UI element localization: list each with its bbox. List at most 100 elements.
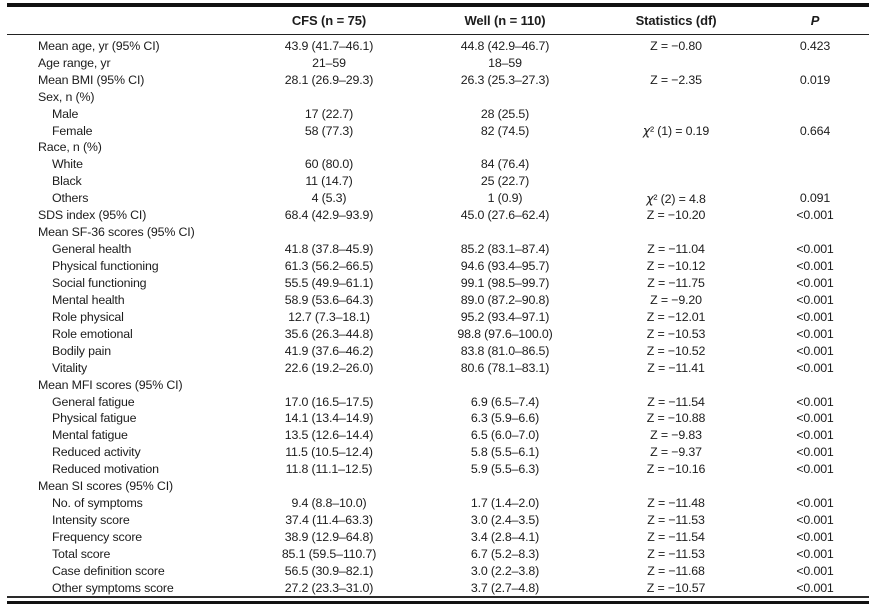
statistic-value: Z = −10.16 bbox=[646, 462, 706, 477]
statistic-value: Z = −10.52 bbox=[646, 343, 706, 358]
row-label: Case definition score bbox=[52, 563, 165, 578]
row-label: Mental fatigue bbox=[52, 428, 128, 443]
table-row: Mental health 58.9 (53.6–64.3) 89.0 (87.2–… bbox=[7, 291, 869, 308]
well-value: 80.6 (78.1–83.1) bbox=[460, 360, 550, 375]
cfs-value: 11.5 (10.5–12.4) bbox=[285, 445, 373, 460]
table-row: Role physical 12.7 (7.3–18.1) 95.2 (93.4–9… bbox=[7, 308, 869, 325]
statistic-value: Z = −11.41 bbox=[647, 360, 705, 375]
cfs-value: 37.4 (11.4–63.3) bbox=[285, 513, 373, 528]
well-value: 83.8 (81.0–86.5) bbox=[460, 343, 550, 358]
header-cfs-col: CFS (n = 75) bbox=[291, 13, 367, 28]
well-value: 18–59 bbox=[488, 55, 522, 70]
statistic-value: Z = −9.37 bbox=[650, 445, 702, 460]
table-row: Total score 85.1 (59.5–110.7) 6.7 (5.2–8.3… bbox=[7, 546, 869, 563]
p-value: <0.001 bbox=[796, 326, 834, 341]
well-value: 1.7 (1.4–2.0) bbox=[470, 496, 540, 511]
well-value: 94.6 (93.4–95.7) bbox=[460, 259, 550, 274]
well-value: 6.7 (5.2–8.3) bbox=[470, 546, 540, 561]
row-label: Role emotional bbox=[52, 326, 133, 341]
row-label: White bbox=[52, 157, 83, 172]
table-row: Female 58 (77.3) 82 (74.5) χ² (1) = 0.19 0.6… bbox=[7, 122, 869, 139]
row-label: Others bbox=[52, 191, 89, 206]
table-row: SDS index (95% CI) 68.4 (42.9–93.9) 45.0 (… bbox=[7, 207, 869, 224]
well-value: 3.0 (2.4–3.5) bbox=[470, 513, 540, 528]
cfs-value: 85.1 (59.5–110.7) bbox=[281, 546, 377, 561]
table-top-rule bbox=[7, 3, 869, 7]
table-row: Mean BMI (95% CI) 28.1 (26.9–29.3) 26.3 (2… bbox=[7, 71, 869, 88]
row-label: No. of symptoms bbox=[52, 496, 143, 511]
well-value: 95.2 (93.4–97.1) bbox=[460, 309, 550, 324]
statistic-value: Z = −2.35 bbox=[650, 72, 702, 87]
statistic-value: Z = −11.75 bbox=[647, 275, 705, 290]
table-row: No. of symptoms 9.4 (8.8–10.0) 1.7 (1.4–2.… bbox=[7, 495, 869, 512]
table-row: Mean SI scores (95% CI) bbox=[7, 478, 869, 495]
cfs-value: 17 (22.7) bbox=[304, 106, 354, 121]
p-value: <0.001 bbox=[796, 275, 834, 290]
table-header-row: CFS (n = 75) Well (n = 110) Statistics (… bbox=[7, 7, 869, 34]
table-bottom-thick-rule bbox=[7, 600, 869, 604]
p-value: 0.091 bbox=[799, 191, 831, 206]
table-row: Case definition score 56.5 (30.9–82.1) 3.0… bbox=[7, 562, 869, 579]
p-value: 0.423 bbox=[799, 38, 831, 53]
row-label: Mean SF-36 scores (95% CI) bbox=[38, 225, 195, 240]
cfs-value: 28.1 (26.9–29.3) bbox=[284, 72, 374, 87]
row-label: Female bbox=[52, 123, 93, 138]
p-value: <0.001 bbox=[796, 513, 834, 528]
cfs-value: 41.9 (37.6–46.2) bbox=[284, 343, 374, 358]
statistic-value: Z = −11.53 bbox=[647, 546, 705, 561]
table-row: Role emotional 35.6 (26.3–44.8) 98.8 (97.6… bbox=[7, 325, 869, 342]
row-label: Mean age, yr (95% CI) bbox=[38, 38, 160, 53]
p-value: <0.001 bbox=[796, 343, 834, 358]
row-label: General health bbox=[52, 242, 132, 257]
row-label: Social functioning bbox=[52, 275, 147, 290]
table-body: Mean age, yr (95% CI) 43.9 (41.7–46.1) 44.… bbox=[7, 35, 869, 596]
cfs-value: 11 (14.7) bbox=[305, 174, 353, 189]
well-value: 84 (76.4) bbox=[480, 157, 530, 172]
well-value: 99.1 (98.5–99.7) bbox=[460, 275, 550, 290]
statistic-value: Z = −10.88 bbox=[646, 411, 706, 426]
table-row: Mean age, yr (95% CI) 43.9 (41.7–46.1) 44.… bbox=[7, 37, 869, 54]
p-value: <0.001 bbox=[796, 208, 834, 223]
statistic-value: Z = −11.54 bbox=[647, 530, 705, 545]
row-label: General fatigue bbox=[52, 394, 135, 409]
table-row: General health 41.8 (37.8–45.9) 85.2 (83.1… bbox=[7, 241, 869, 258]
cfs-value: 38.9 (12.9–64.8) bbox=[284, 530, 374, 545]
cfs-value: 17.0 (16.5–17.5) bbox=[284, 394, 374, 409]
header-p-col: P bbox=[810, 13, 820, 28]
p-value: <0.001 bbox=[796, 445, 834, 460]
cfs-value: 14.1 (13.4–14.9) bbox=[284, 411, 374, 426]
well-value: 3.7 (2.7–4.8) bbox=[470, 580, 540, 595]
well-value: 5.8 (5.5–6.1) bbox=[470, 445, 540, 460]
table-row: Intensity score 37.4 (11.4–63.3) 3.0 (2.4–… bbox=[7, 512, 869, 529]
table-row: Age range, yr 21–59 18–59 bbox=[7, 54, 869, 71]
p-value: <0.001 bbox=[796, 394, 834, 409]
row-label: SDS index (95% CI) bbox=[38, 208, 147, 223]
p-value: <0.001 bbox=[796, 360, 834, 375]
row-label: Reduced activity bbox=[52, 445, 141, 460]
well-value: 98.8 (97.6–100.0) bbox=[457, 326, 553, 341]
statistic-value: Z = −10.20 bbox=[646, 208, 706, 223]
p-value: <0.001 bbox=[796, 580, 834, 595]
statistic-value: Z = −11.68 bbox=[647, 563, 705, 578]
well-value: 82 (74.5) bbox=[480, 123, 530, 138]
well-value: 3.0 (2.2–3.8) bbox=[470, 563, 540, 578]
row-label: Physical fatigue bbox=[52, 411, 137, 426]
well-value: 26.3 (25.3–27.3) bbox=[460, 72, 550, 87]
p-value: <0.001 bbox=[796, 462, 834, 477]
cfs-value: 27.2 (23.3–31.0) bbox=[284, 580, 374, 595]
table-row: Other symptoms score 27.2 (23.3–31.0) 3.7 … bbox=[7, 579, 869, 596]
statistic-value: Z = −9.20 bbox=[650, 292, 702, 307]
row-label: Frequency score bbox=[52, 530, 143, 545]
p-value: <0.001 bbox=[796, 546, 834, 561]
row-label: Black bbox=[52, 174, 82, 189]
table-row: Reduced motivation 11.8 (11.1–12.5) 5.9 (5… bbox=[7, 461, 869, 478]
table-row: Reduced activity 11.5 (10.5–12.4) 5.8 (5.5… bbox=[7, 444, 869, 461]
p-value: 0.019 bbox=[799, 72, 831, 87]
p-value: <0.001 bbox=[796, 259, 834, 274]
cfs-value: 11.8 (11.1–12.5) bbox=[285, 462, 373, 477]
table-row: Physical functioning 61.3 (56.2–66.5) 94.6… bbox=[7, 258, 869, 275]
row-label: Race, n (%) bbox=[38, 140, 102, 155]
p-value: <0.001 bbox=[796, 563, 834, 578]
row-label: Other symptoms score bbox=[52, 580, 174, 595]
